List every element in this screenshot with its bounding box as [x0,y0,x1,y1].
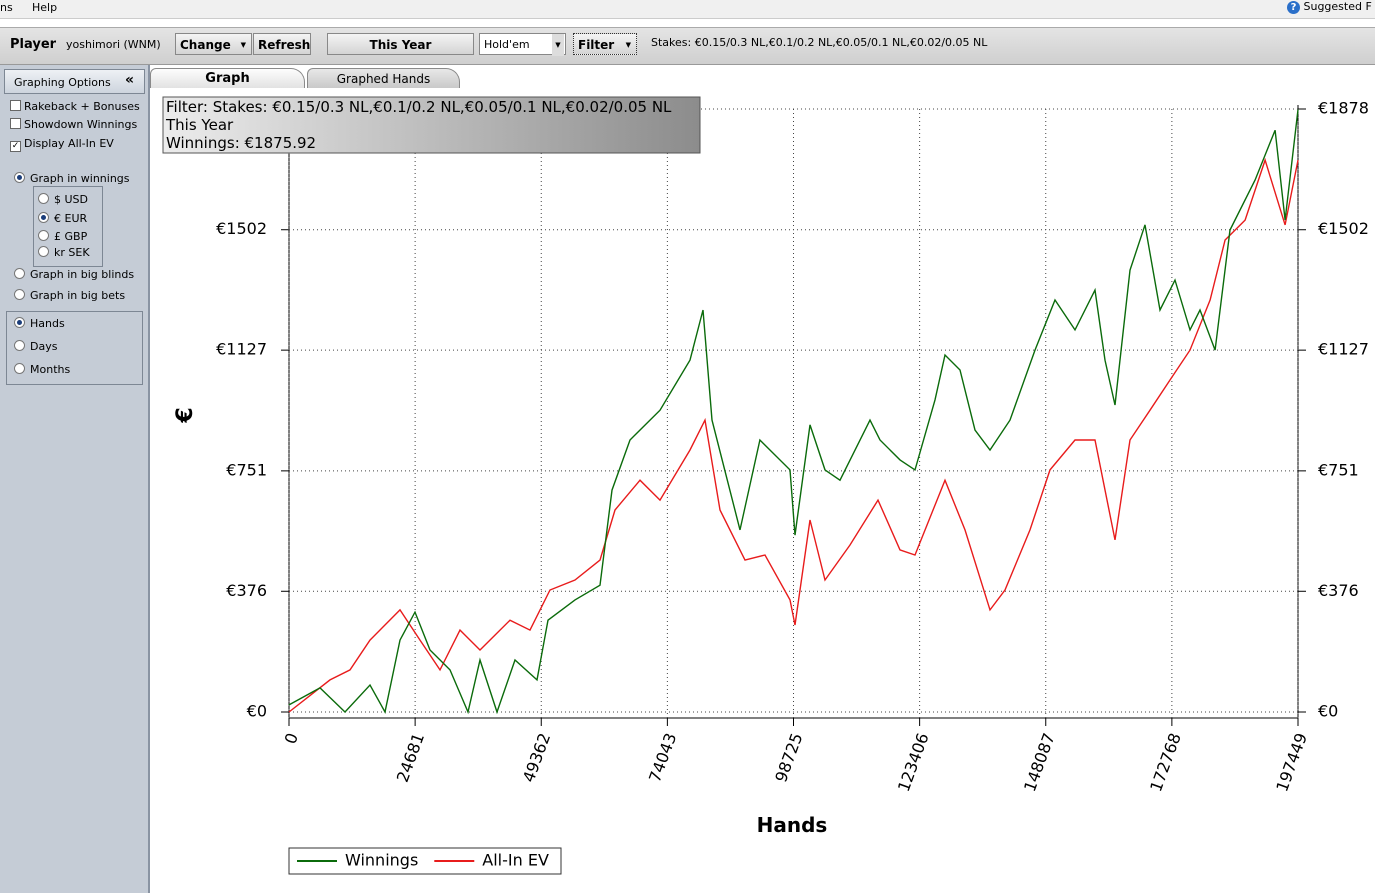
y2-tick-label: €1502 [1318,219,1369,238]
game-label: Hold'em [484,38,530,51]
info-box: Filter: Stakes: €0.15/0.3 NL,€0.1/0.2 NL… [162,96,701,154]
radio-label: Months [30,363,71,376]
radio-label: kr SEK [54,246,90,259]
radio-label: Days [30,340,58,353]
radio[interactable]: Hands [14,317,65,330]
x-mode-group [6,311,143,385]
checkbox-label: Showdown Winnings [24,118,138,131]
y2-tick-label: €376 [1318,581,1359,600]
radio[interactable]: Days [14,340,57,353]
period-button[interactable]: This Year [327,33,474,55]
sidebar-header: Graphing Options « [4,69,145,94]
tab-label: Graph [205,71,250,86]
checkbox[interactable]: Showdown Winnings [10,118,137,131]
radio[interactable]: Graph in big bets [14,289,125,302]
y-axis-label: € [173,407,198,423]
game-select[interactable]: Hold'em ▼ [479,33,566,56]
legend-label: Winnings [345,851,418,870]
checkbox[interactable]: ✓ Display All-In EV [10,137,114,152]
stakes-text: Stakes: €0.15/0.3 NL,€0.1/0.2 NL,€0.05/0… [651,36,988,49]
chart-background [150,89,1375,893]
player-label: Player [10,37,57,52]
toolbar: Player yoshimori (WNM) Change ▼ Refresh T… [0,27,1375,65]
menu-item[interactable]: ns [0,1,13,14]
radio-label: € EUR [54,212,88,225]
info-filter: Filter: Stakes: €0.15/0.3 NL,€0.1/0.2 NL… [166,98,672,116]
tab[interactable]: Graph [150,68,305,88]
radio[interactable]: € EUR [38,212,87,225]
change-button[interactable]: Change ▼ [175,33,252,55]
y-tick-label: €0 [247,702,267,721]
radio[interactable]: Graph in big blinds [14,268,134,281]
sidebar-title: Graphing Options [14,76,111,89]
radio-label: Graph in winnings [30,172,130,185]
series-line [288,157,1299,713]
help-link[interactable]: Suggested F [1303,0,1372,13]
help-icon[interactable]: ? Suggested F [1287,0,1372,14]
legend: Winnings All-In EV [288,847,562,875]
radio-label: $ USD [54,193,88,206]
radio-label: Hands [30,317,65,330]
checkbox[interactable]: Rakeback + Bonuses [10,100,140,113]
info-period: This Year [165,116,234,134]
y-tick-label: €1127 [216,340,267,359]
refresh-label: Refresh [258,38,311,52]
filter-button[interactable]: Filter ▼ [573,33,637,55]
player-name: yoshimori (WNM) [66,38,161,51]
menu-bar: ns Help ? Suggested F [0,0,1375,19]
checkbox-label: Display All-In EV [24,137,114,150]
y2-tick-label: €0 [1318,702,1338,721]
radio-label: £ GBP [54,230,88,243]
radio[interactable]: kr SEK [38,246,90,259]
y-tick-label: €376 [226,581,267,600]
info-box-background [162,96,701,154]
y-tick-label: €751 [226,460,267,479]
radio[interactable]: $ USD [38,193,88,206]
info-winnings: Winnings: €1875.92 [166,134,316,152]
radio-label: Graph in big bets [30,289,126,302]
change-label: Change [180,38,231,52]
tab[interactable]: Graphed Hands [307,68,460,88]
radio[interactable]: Months [14,363,70,376]
menu-item[interactable]: Help [32,1,58,14]
x-axis-label: Hands [757,813,828,837]
y2-tick-label: €1127 [1318,340,1369,359]
series-line [288,109,1299,715]
y-tick-label: €1502 [216,219,267,238]
filter-label: Filter [578,38,615,52]
radio-label: Graph in big blinds [30,268,135,281]
radio[interactable]: £ GBP [38,230,87,243]
sidebar: Graphing Options « Rakeback + Bonuses Sh… [0,65,150,893]
checkbox-label: Rakeback + Bonuses [24,100,140,113]
y2-tick-label: €751 [1318,460,1359,479]
collapse-button[interactable]: « [125,72,135,88]
y2-tick-label: €1878 [1318,99,1369,118]
tab-label: Graphed Hands [336,72,431,86]
period-label: This Year [369,38,432,52]
refresh-button[interactable]: Refresh [253,33,311,55]
legend-label: All-In EV [482,851,549,870]
radio[interactable]: Graph in winnings [14,172,130,185]
currency-group [33,186,103,267]
